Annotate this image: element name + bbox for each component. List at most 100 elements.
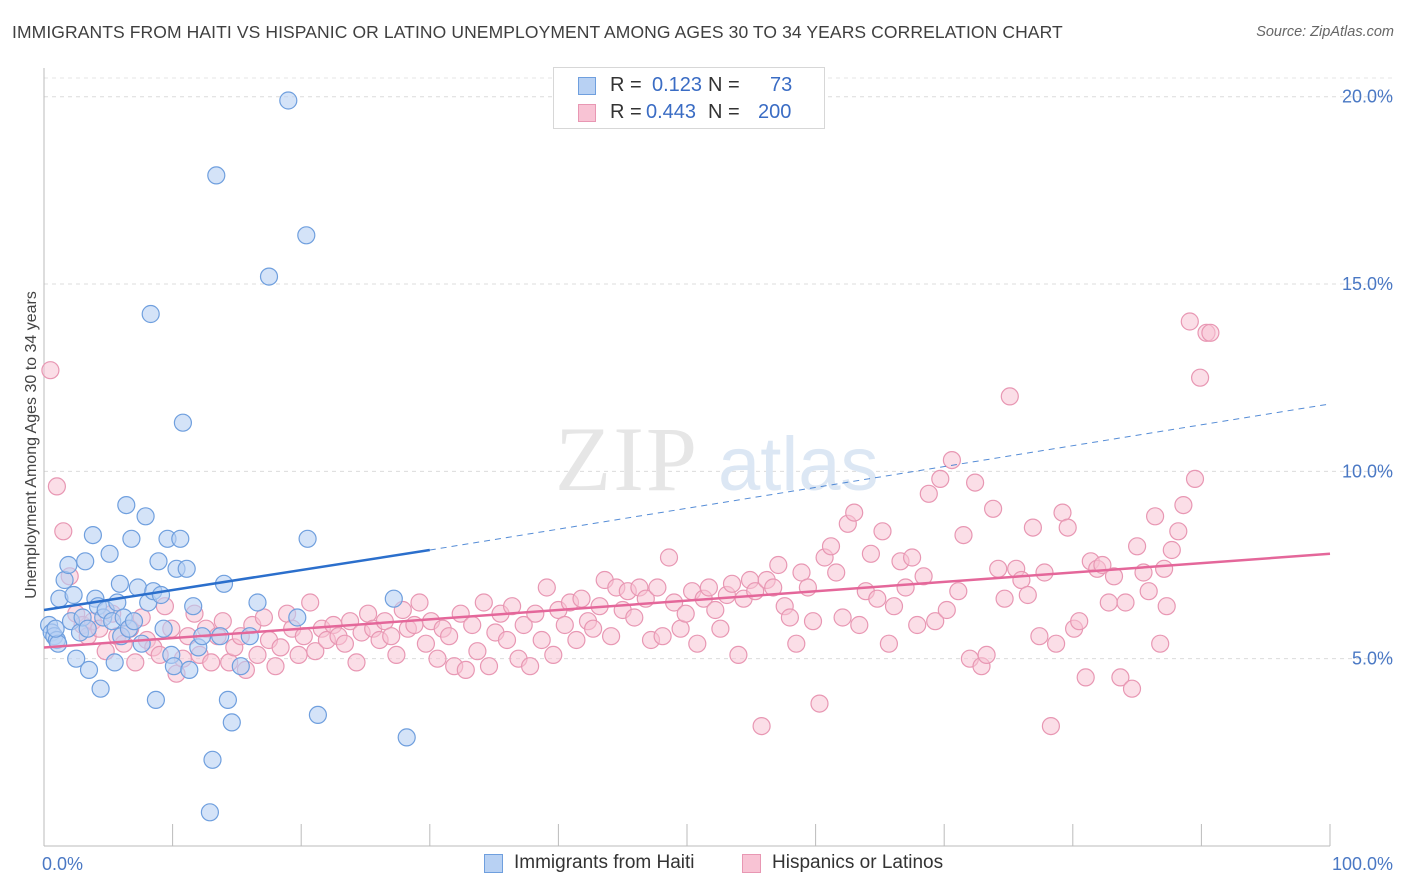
watermark-zip: ZIP bbox=[555, 408, 699, 510]
haiti-point-40 bbox=[146, 690, 165, 710]
hispanics-point-169 bbox=[1023, 518, 1043, 537]
haiti-point-36 bbox=[136, 507, 155, 526]
y-tick-label-1: 10.0% bbox=[1342, 461, 1393, 481]
haiti-point-63 bbox=[240, 627, 259, 646]
hispanics-point-197 bbox=[1185, 469, 1205, 488]
hispanics-point-182 bbox=[1099, 593, 1118, 612]
hispanics-point-144 bbox=[879, 634, 899, 653]
haiti-point-50 bbox=[177, 559, 196, 578]
haiti-point-72 bbox=[397, 728, 416, 747]
haiti-point-33 bbox=[124, 612, 144, 631]
hispanics-point-96 bbox=[601, 627, 621, 646]
hispanics-point-168 bbox=[1018, 585, 1037, 605]
chart-source: Source: ZipAtlas.com bbox=[1256, 24, 1394, 40]
hispanics-point-79 bbox=[502, 597, 522, 616]
hispanics-point-43 bbox=[294, 627, 313, 646]
hispanics-point-118 bbox=[729, 645, 748, 665]
haiti-point-70 bbox=[308, 705, 327, 725]
hispanics-point-148 bbox=[902, 548, 922, 567]
hispanics-point-82 bbox=[520, 657, 540, 676]
haiti-point-69 bbox=[298, 529, 317, 548]
hispanics-point-50 bbox=[335, 634, 354, 653]
n-value-haiti: 73 bbox=[770, 74, 793, 96]
y-tick-labels: 5.0% 10.0% 15.0% 20.0% bbox=[1342, 87, 1393, 669]
chart-title: IMMIGRANTS FROM HAITI VS HISPANIC OR LAT… bbox=[12, 22, 1063, 42]
hispanics-point-200 bbox=[1201, 323, 1220, 342]
hispanics-point-145 bbox=[884, 597, 904, 616]
hispanics-point-128 bbox=[787, 634, 806, 653]
hispanics-point-91 bbox=[572, 589, 591, 608]
hispanics-point-196 bbox=[1180, 312, 1199, 331]
hispanics-point-192 bbox=[1157, 597, 1176, 616]
hispanics-point-186 bbox=[1122, 679, 1142, 698]
hispanics-point-138 bbox=[845, 503, 864, 522]
haiti-point-15 bbox=[78, 619, 97, 638]
y-tick-label-0: 5.0% bbox=[1352, 649, 1393, 669]
haiti-point-38 bbox=[141, 304, 160, 324]
hispanics-point-153 bbox=[931, 469, 950, 488]
haiti-point-5 bbox=[46, 619, 65, 638]
haiti-point-10 bbox=[64, 585, 83, 605]
hispanics-point-84 bbox=[532, 630, 551, 650]
n-label: N = bbox=[708, 74, 740, 96]
axes bbox=[43, 68, 1331, 847]
swatch-haiti bbox=[578, 77, 596, 95]
haiti-point-68 bbox=[297, 226, 316, 245]
haiti-point-71 bbox=[384, 589, 403, 608]
r-value-haiti: 0.123 bbox=[652, 74, 703, 96]
hispanics-point-189 bbox=[1139, 582, 1158, 601]
hispanics-point-165 bbox=[1000, 387, 1019, 406]
hispanics-point-191 bbox=[1151, 634, 1170, 653]
haiti-point-57 bbox=[207, 166, 226, 185]
series-haiti-points bbox=[39, 91, 416, 822]
hispanics-point-109 bbox=[676, 604, 695, 623]
hispanics-point-132 bbox=[810, 694, 829, 713]
haiti-point-67 bbox=[288, 608, 307, 627]
hispanics-point-42 bbox=[289, 645, 308, 665]
hispanics-point-185 bbox=[1116, 593, 1135, 612]
hispanics-point-111 bbox=[688, 634, 707, 653]
haiti-point-16 bbox=[79, 660, 99, 680]
hispanics-point-195 bbox=[1174, 496, 1193, 515]
haiti-point-25 bbox=[105, 653, 124, 672]
haiti-point-42 bbox=[151, 585, 171, 605]
hispanics-point-178 bbox=[1076, 668, 1095, 687]
x-tick-label-0: 0.0% bbox=[42, 854, 83, 874]
hispanics-point-93 bbox=[583, 619, 603, 638]
hispanics-point-81 bbox=[514, 615, 533, 635]
haiti-point-55 bbox=[200, 803, 219, 822]
series-legend: Immigrants from Haiti Hispanics or Latin… bbox=[0, 852, 1406, 878]
legend-label-hispanics: Hispanics or Latinos bbox=[772, 852, 944, 873]
hispanics-point-187 bbox=[1127, 537, 1147, 556]
hispanics-point-0 bbox=[41, 361, 60, 380]
y-tick-label-2: 15.0% bbox=[1342, 274, 1393, 294]
haiti-point-65 bbox=[259, 267, 279, 286]
hispanics-point-27 bbox=[202, 653, 221, 672]
haiti-trend-extension bbox=[429, 403, 1331, 551]
hispanics-point-44 bbox=[301, 593, 320, 612]
hispanics-point-136 bbox=[833, 608, 852, 627]
hispanics-point-104 bbox=[648, 578, 667, 597]
haiti-point-11 bbox=[67, 649, 86, 668]
haiti-point-27 bbox=[110, 574, 130, 593]
hispanics-point-106 bbox=[659, 548, 679, 567]
haiti-point-14 bbox=[76, 552, 95, 571]
hispanics-point-114 bbox=[706, 600, 725, 620]
hispanics-point-151 bbox=[919, 484, 938, 503]
hispanics-point-198 bbox=[1190, 368, 1210, 387]
hispanics-point-2 bbox=[54, 522, 73, 541]
haiti-point-7 bbox=[55, 570, 74, 590]
haiti-point-41 bbox=[149, 552, 168, 571]
grid-lines bbox=[44, 77, 1392, 660]
stats-legend: R = 0.123 N = 73 R = 0.443 N = 200 bbox=[553, 67, 825, 129]
hispanics-point-177 bbox=[1070, 612, 1089, 631]
n-label: N = bbox=[708, 101, 740, 123]
hispanics-point-147 bbox=[896, 578, 915, 597]
hispanics-point-29 bbox=[213, 612, 232, 631]
hispanics-point-105 bbox=[653, 627, 672, 646]
hispanics-point-129 bbox=[792, 563, 811, 582]
hispanics-point-100 bbox=[625, 608, 644, 627]
hispanics-point-134 bbox=[821, 537, 841, 556]
hispanics-point-149 bbox=[908, 615, 927, 635]
